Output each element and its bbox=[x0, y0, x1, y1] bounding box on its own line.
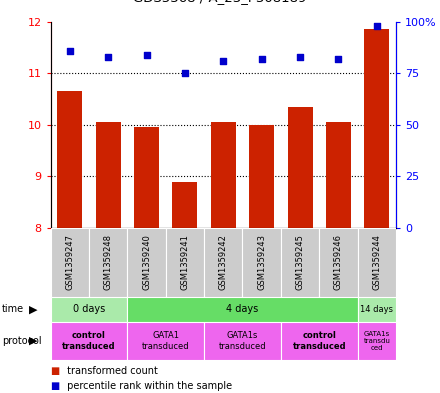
Bar bbox=[288, 107, 312, 228]
Bar bbox=[358, 322, 396, 360]
Text: GDS5368 / A_23_P308189: GDS5368 / A_23_P308189 bbox=[133, 0, 307, 4]
Text: 0 days: 0 days bbox=[73, 305, 105, 314]
Text: ▶: ▶ bbox=[29, 336, 37, 346]
Point bbox=[258, 55, 265, 62]
Text: 14 days: 14 days bbox=[360, 305, 393, 314]
Text: ■: ■ bbox=[51, 381, 60, 391]
Bar bbox=[281, 228, 319, 297]
Bar bbox=[166, 228, 204, 297]
Bar bbox=[51, 322, 127, 360]
Text: GSM1359241: GSM1359241 bbox=[180, 234, 190, 290]
Bar bbox=[204, 228, 242, 297]
Point bbox=[220, 58, 227, 64]
Text: GSM1359240: GSM1359240 bbox=[142, 234, 151, 290]
Point bbox=[297, 53, 304, 60]
Text: GATA1
transduced: GATA1 transduced bbox=[142, 331, 190, 351]
Text: ▶: ▶ bbox=[29, 305, 37, 314]
Text: GSM1359247: GSM1359247 bbox=[65, 234, 74, 290]
Text: GSM1359245: GSM1359245 bbox=[296, 234, 304, 290]
Bar bbox=[281, 322, 358, 360]
Point bbox=[143, 51, 150, 58]
Text: transformed count: transformed count bbox=[64, 366, 158, 376]
Text: GATA1s
transduced: GATA1s transduced bbox=[219, 331, 266, 351]
Point bbox=[335, 55, 342, 62]
Point bbox=[181, 70, 188, 76]
Bar bbox=[211, 122, 236, 228]
Text: ■: ■ bbox=[51, 366, 60, 376]
Bar bbox=[358, 297, 396, 322]
Bar bbox=[358, 228, 396, 297]
Bar bbox=[319, 228, 358, 297]
Point bbox=[105, 53, 112, 60]
Text: GSM1359242: GSM1359242 bbox=[219, 234, 228, 290]
Text: percentile rank within the sample: percentile rank within the sample bbox=[64, 381, 232, 391]
Bar bbox=[204, 322, 281, 360]
Bar bbox=[89, 228, 127, 297]
Text: GSM1359243: GSM1359243 bbox=[257, 234, 266, 290]
Point bbox=[66, 47, 73, 53]
Bar bbox=[249, 125, 274, 228]
Text: GSM1359248: GSM1359248 bbox=[104, 234, 113, 290]
Text: time: time bbox=[2, 305, 24, 314]
Bar bbox=[172, 182, 198, 228]
Bar bbox=[127, 322, 204, 360]
Bar bbox=[51, 297, 127, 322]
Bar bbox=[127, 228, 166, 297]
Text: control
transduced: control transduced bbox=[62, 331, 116, 351]
Bar bbox=[95, 122, 121, 228]
Text: 4 days: 4 days bbox=[226, 305, 259, 314]
Text: GSM1359246: GSM1359246 bbox=[334, 234, 343, 290]
Text: control
transduced: control transduced bbox=[293, 331, 346, 351]
Bar bbox=[57, 91, 82, 228]
Bar bbox=[242, 228, 281, 297]
Bar bbox=[134, 127, 159, 228]
Text: GATA1s
transdu
ced: GATA1s transdu ced bbox=[363, 331, 390, 351]
Bar bbox=[51, 228, 89, 297]
Bar bbox=[326, 122, 351, 228]
Text: GSM1359244: GSM1359244 bbox=[372, 234, 381, 290]
Bar bbox=[364, 29, 389, 228]
Point bbox=[373, 22, 380, 29]
Bar bbox=[127, 297, 358, 322]
Text: protocol: protocol bbox=[2, 336, 42, 346]
